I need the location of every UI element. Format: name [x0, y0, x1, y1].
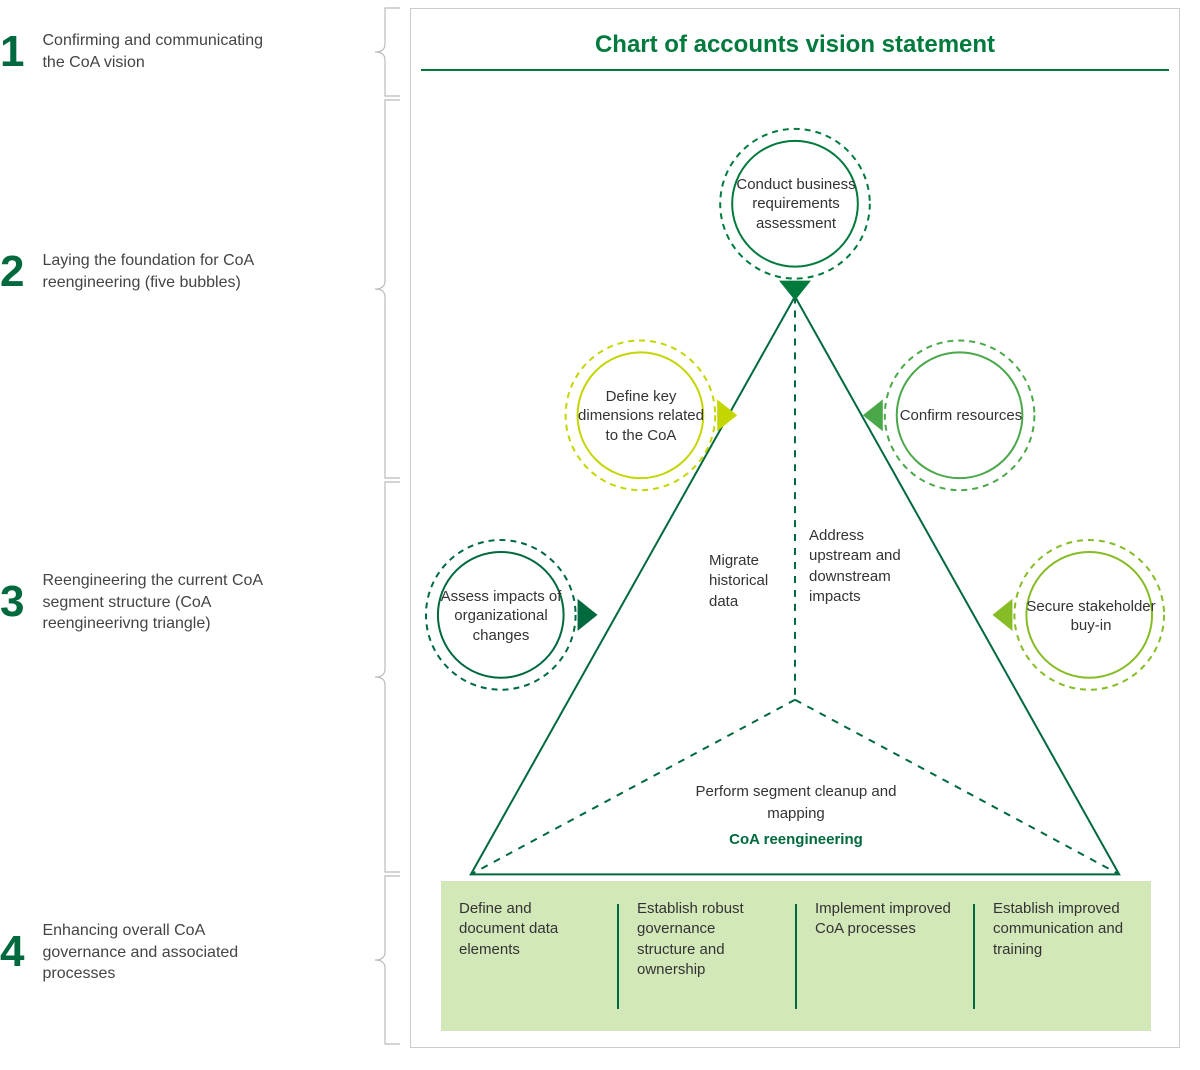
bubble-secure: Secure stakeholder buy-in [1016, 541, 1166, 691]
bracket-svg [290, 0, 410, 1060]
step-3-number: 3 [0, 580, 24, 624]
bubble-define: Define key dimensions related to the CoA [566, 341, 716, 491]
bubble-secure-label: Secure stakeholder buy-in [1016, 597, 1166, 636]
main-panel: Chart of accounts vision statement Asses… [410, 8, 1180, 1048]
triangle-base-text: Perform segment cleanup and mapping [696, 783, 897, 822]
bubble-conduct: Conduct business requirements assessment [721, 129, 871, 279]
bubble-assess: Assess impacts of organizational changes [426, 541, 576, 691]
triangle-right-label: Address upstream and downstream impacts [809, 526, 929, 607]
bubble-confirm: Confirm resources [886, 341, 1036, 491]
bubble-confirm-label: Confirm resources [892, 406, 1031, 426]
governance-item-3: Implement improved CoA processes [797, 881, 973, 1031]
step-2-number: 2 [0, 250, 24, 294]
bubble-assess-label: Assess impacts of organizational changes [426, 587, 576, 646]
bubble-conduct-label: Conduct business requirements assessment [721, 175, 871, 234]
page-title: Chart of accounts vision statement [421, 31, 1169, 59]
title-wrap: Chart of accounts vision statement [411, 9, 1179, 81]
governance-item-1: Define and document data elements [441, 881, 617, 1031]
bubble-define-label: Define key dimensions related to the CoA [566, 387, 716, 446]
step-1-number: 1 [0, 30, 24, 74]
governance-item-4: Establish improved communication and tra… [975, 881, 1151, 1031]
triangle-base-label: Perform segment cleanup and mapping CoA … [676, 781, 916, 850]
step-2-text: Laying the foundation for CoA reengineer… [42, 250, 280, 293]
step-4-text: Enhancing overall CoA governance and ass… [42, 920, 280, 985]
diagram-area: Assess impacts of organizational changes… [411, 81, 1179, 1039]
triangle-base-bold: CoA reengineering [676, 829, 916, 851]
triangle-left-label: Migrate historical data [709, 551, 799, 612]
step-3-text: Reengineering the current CoA segment st… [42, 570, 280, 635]
step-4-number: 4 [0, 930, 24, 974]
step-4: 4 Enhancing overall CoA governance and a… [0, 920, 280, 985]
step-1-text: Confirming and communicating the CoA vis… [42, 30, 280, 73]
step-2: 2 Laying the foundation for CoA reengine… [0, 250, 280, 294]
step-3: 3 Reengineering the current CoA segment … [0, 570, 280, 635]
governance-item-2: Establish robust governance structure an… [619, 881, 795, 1031]
step-1: 1 Confirming and communicating the CoA v… [0, 30, 280, 74]
governance-strip: Define and document data elements Establ… [441, 881, 1151, 1031]
title-underline [421, 69, 1169, 71]
